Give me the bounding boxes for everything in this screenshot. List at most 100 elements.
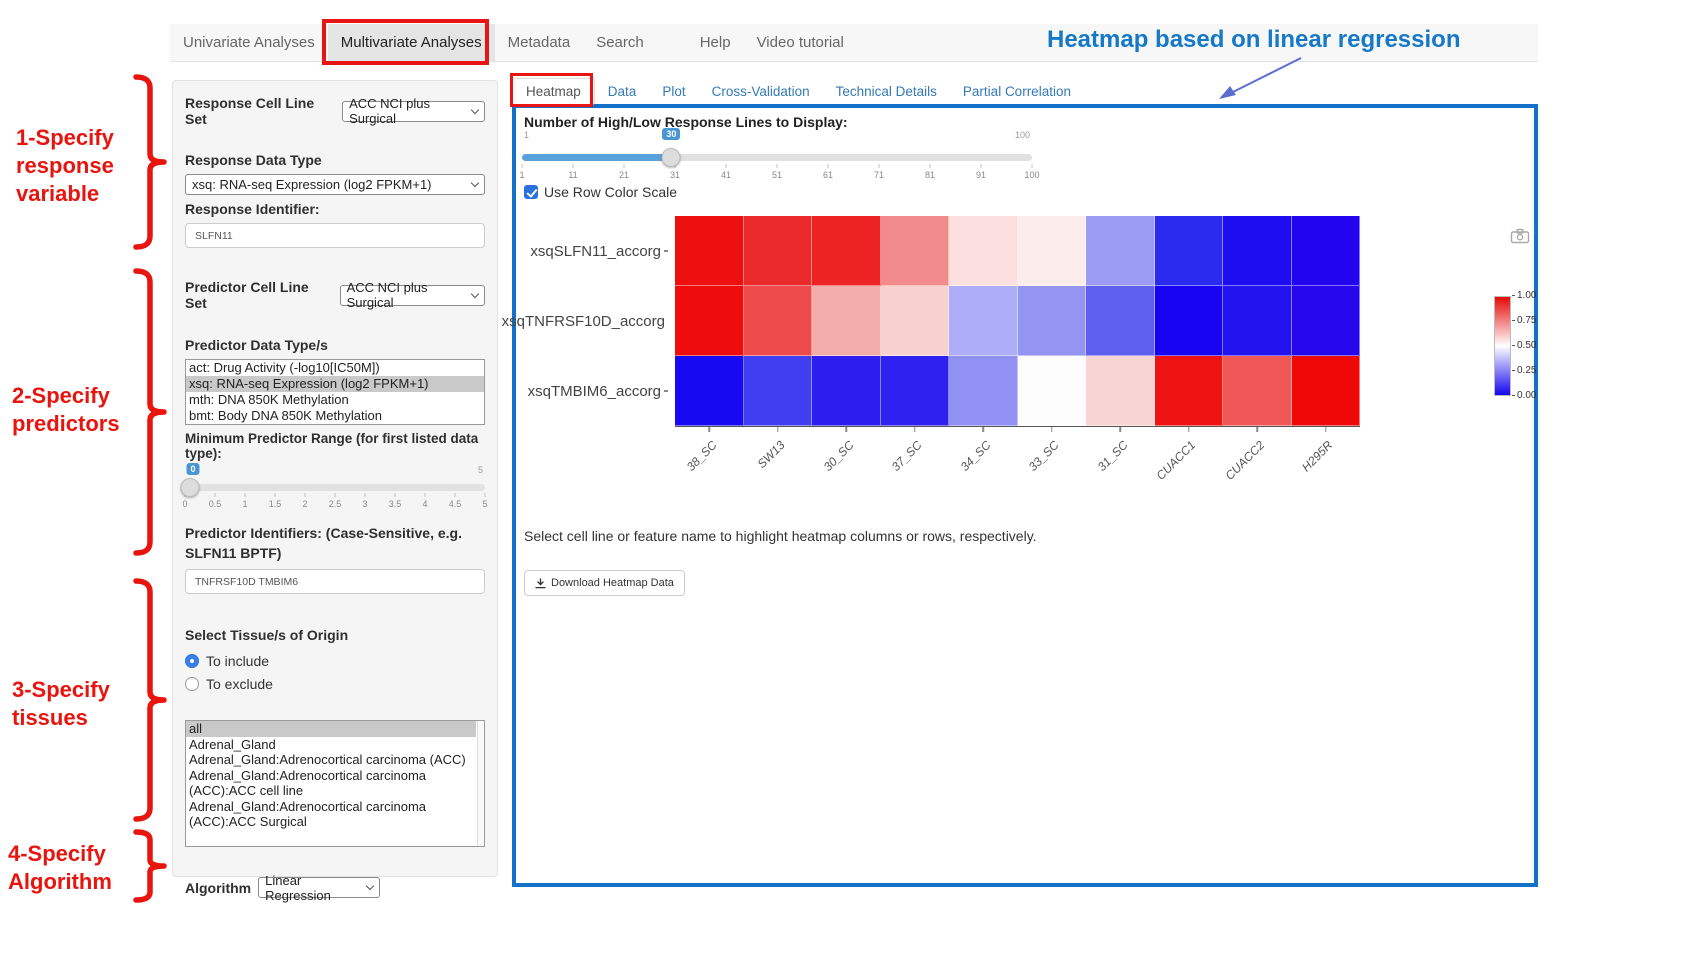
- heatmap-cell-2-9[interactable]: [1291, 356, 1360, 426]
- heatmap-cell-2-1[interactable]: [743, 356, 812, 426]
- response-cell-line-set-select[interactable]: ACC NCI plus Surgical: [342, 96, 485, 126]
- heatmap-cell-2-4[interactable]: [949, 356, 1018, 426]
- nav-item-metadata[interactable]: Metadata: [507, 34, 571, 51]
- heatmap-cell-0-4[interactable]: [949, 216, 1018, 286]
- heatmap-col-label-37-sc[interactable]: 37_SC: [888, 438, 925, 474]
- heatmap-cell-0-8[interactable]: [1223, 216, 1292, 286]
- list-option-xsq-rna-seq-expression-log2-fpkm-1[interactable]: xsq: RNA-seq Expression (log2 FPKM+1): [186, 376, 484, 392]
- heatmap-cell-2-8[interactable]: [1223, 356, 1292, 426]
- heatmap-cell-0-6[interactable]: [1086, 216, 1155, 286]
- list-option-bmt-body-dna-850k-methylation[interactable]: bmt: Body DNA 850K Methylation: [189, 408, 382, 423]
- heatmap-cell-2-7[interactable]: [1154, 356, 1223, 426]
- heatmap-cell-0-7[interactable]: [1154, 216, 1223, 286]
- nav-item-video-tutorial[interactable]: Video tutorial: [756, 34, 844, 51]
- heatmap-cell-2-0[interactable]: [675, 356, 744, 426]
- row-color-scale-checkbox[interactable]: Use Row Color Scale: [524, 184, 677, 200]
- heatmap-cell-1-6[interactable]: [1086, 286, 1155, 356]
- tab-cross-validation[interactable]: Cross-Validation: [711, 83, 810, 99]
- response-data-type-select[interactable]: xsq: RNA-seq Expression (log2 FPKM+1): [185, 174, 485, 195]
- slider-grid-tick: [364, 493, 366, 497]
- tab-heatmap[interactable]: Heatmap: [512, 77, 595, 105]
- colorbar-label-1.00: 1.00: [1512, 290, 1536, 301]
- list-option-mth-dna-850k-methylation[interactable]: mth: DNA 850K Methylation: [189, 392, 349, 407]
- algorithm-select[interactable]: Linear Regression: [258, 873, 381, 903]
- heatmap-col-label-33-sc[interactable]: 33_SC: [1025, 438, 1062, 474]
- tissue-include-radio[interactable]: To include: [185, 650, 485, 671]
- heatmap-row-label-xsqslfn11-accorg[interactable]: xsqSLFN11_accorg: [516, 216, 668, 286]
- camera-icon[interactable]: [1510, 228, 1530, 244]
- tab-data[interactable]: Data: [607, 83, 637, 99]
- heatmap-cell-1-3[interactable]: [880, 286, 949, 356]
- slider-track[interactable]: [185, 484, 485, 491]
- tissue-exclude-radio[interactable]: To exclude: [185, 673, 485, 694]
- slider-track[interactable]: [522, 154, 1032, 161]
- nav-item-help[interactable]: Help: [699, 34, 731, 51]
- response-identifier-input[interactable]: [185, 223, 485, 248]
- heatmap-cell-1-1[interactable]: [743, 286, 812, 356]
- slider-grid-tick: [334, 493, 336, 497]
- heatmap-cell-2-5[interactable]: [1017, 356, 1086, 426]
- tab-technical-details[interactable]: Technical Details: [835, 83, 937, 99]
- heatmap-cell-1-4[interactable]: [949, 286, 1018, 356]
- slider-tick-label: 81: [924, 170, 936, 180]
- heatmap-cell-1-5[interactable]: [1017, 286, 1086, 356]
- heatmap-row-label-xsqtnfrsf10d-accorg[interactable]: xsqTNFRSF10D_accorg: [502, 286, 668, 356]
- predictor-data-types-listbox[interactable]: act: Drug Activity (-log10[IC50M]) xsq: R…: [185, 359, 485, 425]
- slider-max-label: 100: [1014, 130, 1030, 140]
- slider-value-badge: 0: [186, 463, 200, 475]
- tissue-exclude-label: To exclude: [206, 675, 273, 692]
- nav-item-univariate-analyses[interactable]: Univariate Analyses: [183, 34, 315, 51]
- heatmap-cell-0-5[interactable]: [1017, 216, 1086, 286]
- step3-label: 3-Specify tissues: [12, 677, 110, 730]
- heatmap-cell-1-0[interactable]: [675, 286, 744, 356]
- slider-grid-tick: [572, 164, 574, 168]
- heatmap-cell-2-2[interactable]: [812, 356, 881, 426]
- heatmap-cell-1-8[interactable]: [1223, 286, 1292, 356]
- heatmap-cell-0-1[interactable]: [743, 216, 812, 286]
- heatmap-col-label-cuacc2[interactable]: CUACC2: [1222, 438, 1268, 483]
- heatmap-cell-2-6[interactable]: [1086, 356, 1155, 426]
- heatmap-col-label-sw13[interactable]: SW13: [754, 438, 788, 472]
- heatmap-col-label-38-sc[interactable]: 38_SC: [683, 438, 720, 474]
- nav-item-multivariate-analyses[interactable]: Multivariate Analyses: [327, 24, 495, 61]
- tissue-include-label: To include: [206, 652, 270, 669]
- tissue-option-1[interactable]: Adrenal_Gland: [189, 736, 276, 752]
- heatmap-cell-1-7[interactable]: [1154, 286, 1223, 356]
- nav-item-search[interactable]: Search: [596, 34, 644, 51]
- predictor-cell-line-set-select[interactable]: ACC NCI plus Surgical: [339, 280, 485, 310]
- heatmap-col-label-30-sc[interactable]: 30_SC: [820, 438, 857, 474]
- heatmap-cell-0-0[interactable]: [675, 216, 744, 286]
- tab-plot[interactable]: Plot: [662, 83, 686, 99]
- slider-tick-label: 61: [822, 170, 834, 180]
- tissue-listbox[interactable]: all Adrenal_Gland Adrenal_Gland:Adrenocort…: [185, 720, 485, 847]
- heatmap-row-label-xsqtmbim6-accorg[interactable]: xsqTMBIM6_accorg: [516, 356, 668, 426]
- tissue-option-4[interactable]: Adrenal_Gland:Adrenocortical carcinoma (…: [189, 798, 427, 830]
- slider-handle[interactable]: [661, 148, 681, 167]
- slider-grid-tick: [521, 164, 523, 168]
- heatmap-cell-0-3[interactable]: [880, 216, 949, 286]
- list-option-act-drug-activity-log10-ic50m[interactable]: act: Drug Activity (-log10[IC50M]): [189, 360, 380, 375]
- heatmap-col-label-34-sc[interactable]: 34_SC: [957, 438, 994, 474]
- min-predictor-range-slider[interactable]: 0 5 0 0.5 1 1.5 2 2.5 3 3.5 4 4.5 5: [180, 463, 488, 511]
- scrollbar[interactable]: [477, 721, 484, 846]
- heatmap-cell-0-9[interactable]: [1291, 216, 1360, 286]
- heatmap-cell-1-9[interactable]: [1291, 286, 1360, 356]
- tissue-option-0[interactable]: all: [186, 721, 476, 737]
- heatmap-cell-2-3[interactable]: [880, 356, 949, 426]
- heatmap-cell-0-2[interactable]: [812, 216, 881, 286]
- download-heatmap-button[interactable]: Download Heatmap Data: [524, 570, 685, 596]
- slider-handle[interactable]: [180, 478, 200, 497]
- lines-slider[interactable]: 1 100 30 1 11 21 31 41 51 61 71 81 91 100: [519, 128, 1040, 182]
- top-nav: Univariate Analyses Multivariate Analyses…: [170, 24, 1538, 62]
- tissue-option-2[interactable]: Adrenal_Gland:Adrenocortical carcinoma (…: [189, 752, 466, 767]
- tissue-option-3[interactable]: Adrenal_Gland:Adrenocortical carcinoma (…: [189, 767, 427, 799]
- heatmap-col-label-h295r[interactable]: H295R: [1299, 438, 1336, 475]
- heatmap-col-label-cuacc1[interactable]: CUACC1: [1153, 438, 1199, 483]
- heatmap-col-label-31-sc[interactable]: 31_SC: [1094, 438, 1131, 474]
- heatmap-cell-1-2[interactable]: [812, 286, 881, 356]
- predictor-identifiers-input[interactable]: [185, 569, 485, 594]
- slider-grid-tick: [424, 493, 426, 497]
- tab-partial-correlation[interactable]: Partial Correlation: [962, 83, 1071, 99]
- annotation-arrow: [1219, 57, 1302, 99]
